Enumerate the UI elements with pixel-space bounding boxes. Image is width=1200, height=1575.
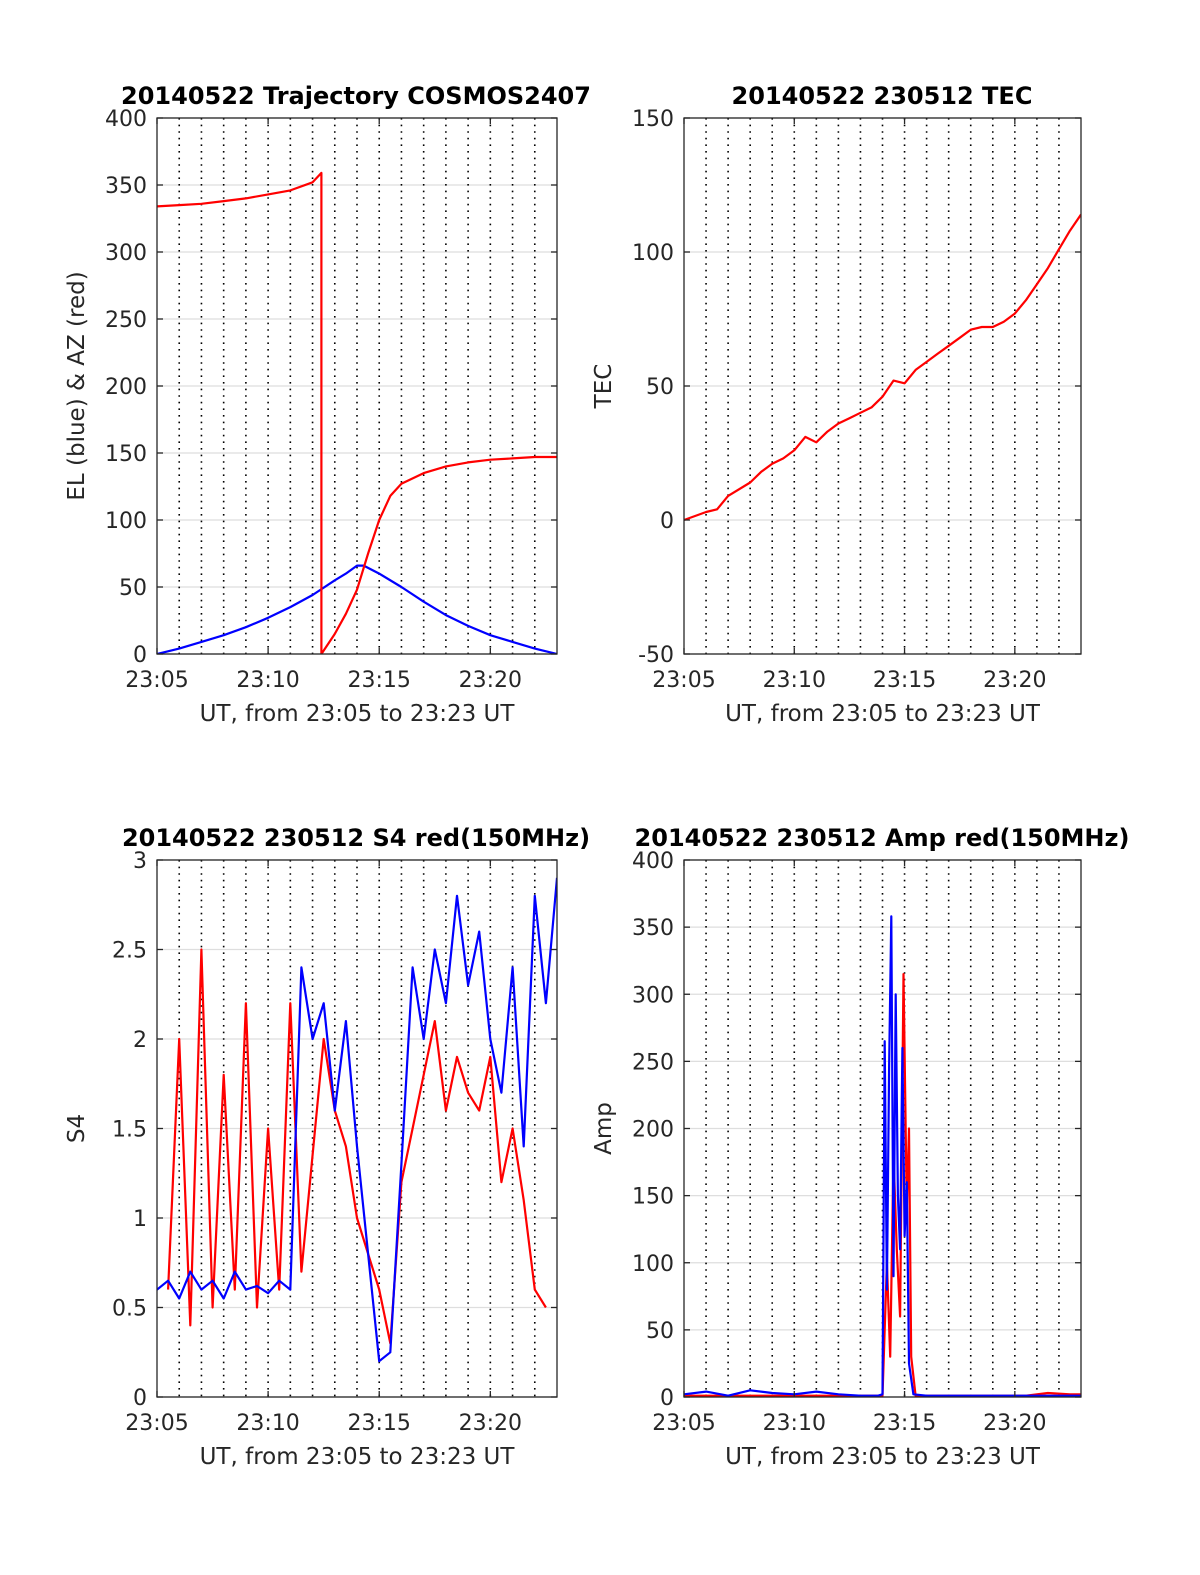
- x-tick-label: 23:15: [873, 668, 936, 693]
- y-tick-label: 0: [660, 1386, 674, 1411]
- y-tick-label: 150: [632, 1185, 674, 1210]
- x-tick-label: 23:10: [236, 668, 299, 693]
- y-tick-label: 300: [632, 983, 674, 1008]
- y-tick-label: 0: [133, 1386, 147, 1411]
- x-tick-label: 23:05: [125, 668, 188, 693]
- y-axis-label: S4: [64, 1114, 90, 1143]
- chart-title: 20140522 230512 S4 red(150MHz): [122, 824, 590, 852]
- y-tick-label: 250: [632, 1050, 674, 1075]
- y-tick-label: 0: [660, 509, 674, 534]
- y-tick-label: 200: [632, 1118, 674, 1143]
- series-line-1: [157, 171, 557, 654]
- y-tick-label: 200: [105, 375, 147, 400]
- y-tick-label: 400: [105, 107, 147, 132]
- x-tick-label: 23:15: [348, 668, 411, 693]
- y-tick-label: 300: [105, 241, 147, 266]
- y-tick-label: 2.5: [112, 939, 147, 964]
- y-tick-label: 250: [105, 308, 147, 333]
- x-tick-label: 23:10: [763, 1411, 826, 1436]
- x-tick-label: 23:15: [873, 1411, 936, 1436]
- x-tick-label: 23:10: [763, 668, 826, 693]
- x-tick-label: 23:20: [983, 1411, 1046, 1436]
- y-tick-label: 0.5: [112, 1297, 147, 1322]
- y-axis-label: Amp: [591, 1102, 617, 1155]
- y-tick-label: 50: [646, 375, 674, 400]
- y-tick-label: 100: [105, 509, 147, 534]
- y-tick-label: 100: [632, 1252, 674, 1277]
- y-tick-label: 50: [646, 1319, 674, 1344]
- y-tick-label: 3: [133, 849, 147, 874]
- trajectory-chart: 23:05 23:10 23:15 23:20 0 50 100 150 200 250 300 35…: [64, 82, 591, 727]
- y-axis-label: TEC: [591, 364, 617, 410]
- y-tick-label: 350: [105, 174, 147, 199]
- x-tick-label: 23:15: [348, 1411, 411, 1436]
- x-tick-label: 23:20: [983, 668, 1046, 693]
- y-tick-label: 1.5: [112, 1118, 147, 1143]
- tec-chart: 23:05 23:10 23:15 23:20 -50 0 50 100 150 20140522…: [591, 82, 1082, 727]
- x-axis-label: UT, from 23:05 to 23:23 UT: [725, 701, 1041, 727]
- y-tick-label: 350: [632, 916, 674, 941]
- y-tick-label: 150: [632, 107, 674, 132]
- x-axis-label: UT, from 23:05 to 23:23 UT: [200, 701, 516, 727]
- chart-title: 20140522 230512 Amp red(150MHz): [635, 824, 1130, 852]
- series-line-1: [157, 877, 557, 1363]
- x-tick-label: 23:05: [125, 1411, 188, 1436]
- y-tick-label: 0: [133, 643, 147, 668]
- amp-chart: 23:05 23:10 23:15 23:20 0 50 100 150 200 250 300 35…: [591, 824, 1129, 1470]
- y-tick-label: 50: [119, 576, 147, 601]
- y-tick-label: 1: [133, 1207, 147, 1232]
- series-line-0: [684, 213, 1081, 522]
- y-axis-label: EL (blue) & AZ (red): [64, 271, 90, 500]
- x-tick-label: 23:05: [652, 668, 715, 693]
- chart-title: 20140522 Trajectory COSMOS2407: [121, 82, 591, 110]
- series-line-0: [157, 564, 557, 654]
- y-tick-label: 100: [632, 241, 674, 266]
- x-tick-label: 23:05: [652, 1411, 715, 1436]
- x-axis-label: UT, from 23:05 to 23:23 UT: [200, 1444, 516, 1470]
- x-tick-label: 23:20: [459, 1411, 522, 1436]
- series-line-1: [684, 915, 1081, 1397]
- x-tick-label: 23:20: [459, 668, 522, 693]
- x-axis-label: UT, from 23:05 to 23:23 UT: [725, 1444, 1041, 1470]
- x-tick-label: 23:10: [236, 1411, 299, 1436]
- series-line-0: [167, 948, 547, 1345]
- y-tick-label: 150: [105, 442, 147, 467]
- y-tick-label: -50: [638, 643, 674, 668]
- y-tick-label: 2: [133, 1028, 147, 1053]
- chart-title: 20140522 230512 TEC: [732, 82, 1033, 110]
- y-tick-label: 400: [632, 849, 674, 874]
- s4-chart: 23:05 23:10 23:15 23:20 0 0.5 1 1.5 2 2.5 32014052…: [64, 824, 590, 1470]
